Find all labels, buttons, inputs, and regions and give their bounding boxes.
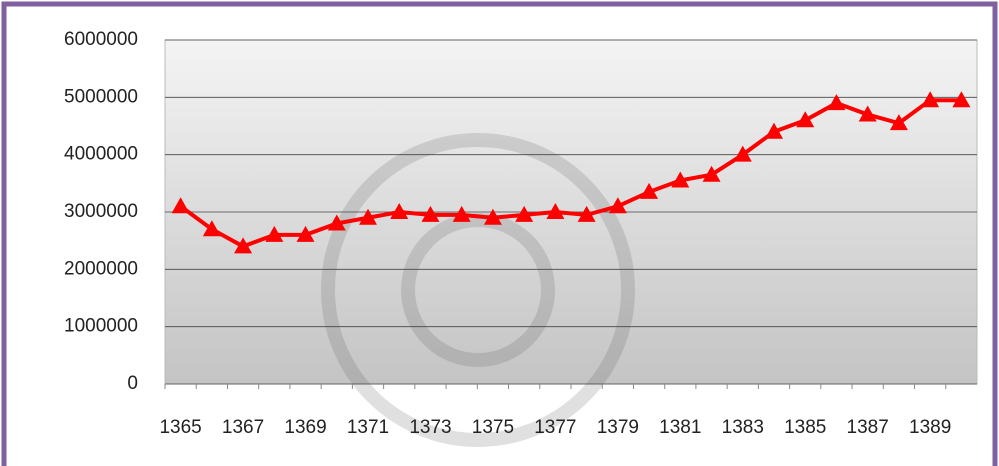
y-tick-label: 0 <box>127 373 138 394</box>
x-tick-label: 1383 <box>722 417 764 438</box>
x-tick-label: 1365 <box>159 417 201 438</box>
x-tick-label: 1387 <box>847 417 889 438</box>
x-tick-label: 1375 <box>472 417 514 438</box>
x-tick-label: 1377 <box>534 417 576 438</box>
x-tick-label: 1379 <box>597 417 639 438</box>
chart: 0 1000000 2000000 3000000 4000000 5000000 6000… <box>0 0 999 466</box>
x-tick-label: 1385 <box>784 417 826 438</box>
x-tick-label: 1381 <box>659 417 701 438</box>
page: 0 1000000 2000000 3000000 4000000 5000000 6000… <box>0 0 999 466</box>
x-tick-label: 1367 <box>222 417 264 438</box>
x-tick-label: 1389 <box>909 417 951 438</box>
x-tick-label: 1371 <box>347 417 389 438</box>
x-tick-label: 1373 <box>409 417 451 438</box>
y-tick-label: 3000000 <box>64 201 138 222</box>
y-tick-label: 4000000 <box>64 144 138 165</box>
y-tick-label: 5000000 <box>64 86 138 107</box>
y-tick-label: 2000000 <box>64 258 138 279</box>
x-tick-label: 1369 <box>284 417 326 438</box>
y-tick-label: 6000000 <box>64 29 138 50</box>
y-tick-label: 1000000 <box>64 316 138 337</box>
